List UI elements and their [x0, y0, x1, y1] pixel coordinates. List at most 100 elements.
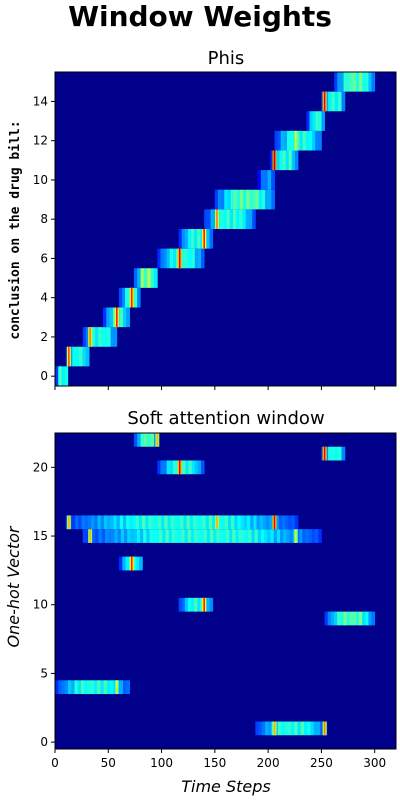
- heatmap-cell: [103, 515, 108, 530]
- heatmap-cell: [137, 268, 141, 288]
- heatmap-cell: [168, 529, 173, 543]
- y-tick-label: 8: [40, 212, 48, 226]
- heatmap-cell: [267, 170, 272, 190]
- heatmap-cell: [318, 130, 322, 151]
- heatmap-cell: [246, 189, 250, 210]
- heatmap-cell: [206, 529, 211, 543]
- heatmap-cell: [257, 529, 262, 543]
- heatmap-cell: [338, 446, 342, 461]
- heatmap-cell: [305, 529, 310, 543]
- heatmap-cell: [287, 130, 291, 151]
- heatmap-cell: [207, 209, 211, 229]
- heatmap-cell: [139, 556, 143, 571]
- heatmap-peak: [273, 150, 276, 171]
- heatmap-cell: [167, 515, 172, 530]
- phis-axes: 0 2 4 6 8 10 12 14: [33, 71, 397, 390]
- heatmap-peak: [59, 366, 62, 386]
- heatmap-cell: [296, 130, 300, 151]
- heatmap-cell: [135, 515, 140, 530]
- heatmap-cell: [310, 721, 315, 736]
- heatmap-cell: [98, 529, 103, 543]
- heatmap-cell: [164, 515, 168, 530]
- heatmap-cell: [349, 72, 354, 92]
- heatmap-cell: [229, 209, 234, 229]
- heatmap-cell: [120, 529, 125, 543]
- heatmap-cell: [107, 515, 111, 530]
- heatmap-cell: [368, 611, 372, 626]
- heatmap-cell: [172, 248, 177, 269]
- heatmap-cell: [129, 515, 133, 530]
- heatmap-cell: [134, 287, 138, 308]
- heatmap-cell: [299, 529, 303, 543]
- heatmap-cell: [227, 189, 231, 210]
- heatmap-cell: [231, 515, 235, 530]
- heatmap-cell: [95, 327, 99, 347]
- heatmap-cell: [251, 529, 255, 543]
- heatmap-cell: [299, 130, 304, 151]
- phis-title: Phis: [208, 48, 245, 69]
- heatmap-cell: [250, 515, 254, 530]
- heatmap-cell: [341, 446, 346, 461]
- heatmap-cell: [269, 515, 273, 530]
- heatmap-cell: [313, 721, 318, 736]
- heatmap-cell: [221, 189, 225, 210]
- heatmap-cell: [359, 611, 363, 626]
- heatmap-cell: [84, 680, 88, 695]
- heatmap-cell: [223, 209, 227, 229]
- heatmap-peak: [178, 248, 181, 269]
- heatmap-cell: [190, 529, 195, 543]
- heatmap-cell: [100, 515, 105, 530]
- y-tick-label: 0: [40, 369, 48, 383]
- heatmap-cell: [194, 460, 199, 475]
- heatmap-cell: [72, 515, 76, 530]
- heatmap-cell: [221, 515, 226, 530]
- heatmap-cell: [309, 111, 313, 131]
- heatmap-cell: [315, 111, 319, 131]
- heatmap-cell: [288, 150, 293, 171]
- heatmap-peak: [130, 287, 133, 308]
- heatmap-cell: [161, 515, 165, 530]
- heatmap-cell: [160, 460, 164, 475]
- heatmap-cell: [255, 189, 260, 210]
- heatmap-cell: [305, 130, 310, 151]
- heatmap-cell: [181, 229, 186, 249]
- heatmap-cell: [69, 346, 73, 367]
- heatmap-cell: [321, 111, 326, 131]
- heatmap-cell: [165, 529, 170, 543]
- heatmap-cell: [252, 189, 257, 210]
- heatmap-cell: [203, 529, 208, 543]
- heatmap-cell: [149, 529, 154, 543]
- heatmap-cell: [281, 721, 285, 736]
- heatmap-cell: [95, 529, 100, 543]
- heatmap-peak: [130, 556, 133, 571]
- heatmap-cell: [183, 515, 187, 530]
- heatmap-cell: [270, 529, 275, 543]
- heatmap-cell: [184, 597, 189, 612]
- heatmap-cell: [286, 529, 290, 543]
- heatmap-cell: [294, 721, 298, 736]
- heatmap-cell: [146, 529, 150, 543]
- heatmap-cell: [302, 529, 306, 543]
- heatmap-cell: [280, 529, 284, 543]
- heatmap-cell: [275, 515, 280, 530]
- heatmap-cell: [264, 529, 268, 543]
- heatmap-cell: [226, 209, 231, 229]
- heatmap-cell: [285, 515, 289, 530]
- heatmap-cell: [136, 529, 141, 543]
- heatmap-cell: [109, 307, 114, 328]
- heatmap-cell: [143, 268, 148, 288]
- heatmap-cell: [172, 460, 177, 475]
- heatmap-cell: [365, 611, 369, 626]
- heatmap-cell: [132, 556, 137, 571]
- heatmap-cell: [148, 515, 152, 530]
- heatmap-cell: [308, 130, 313, 151]
- heatmap-cell: [74, 680, 79, 695]
- heatmap-cell: [191, 229, 195, 249]
- heatmap-cell: [324, 611, 329, 626]
- heatmap-cell: [147, 433, 152, 447]
- heatmap-cell: [166, 460, 171, 475]
- heatmap-cell: [142, 515, 146, 530]
- heatmap-cell: [184, 529, 189, 543]
- heatmap-cell: [143, 529, 147, 543]
- heatmap-cell: [187, 229, 192, 249]
